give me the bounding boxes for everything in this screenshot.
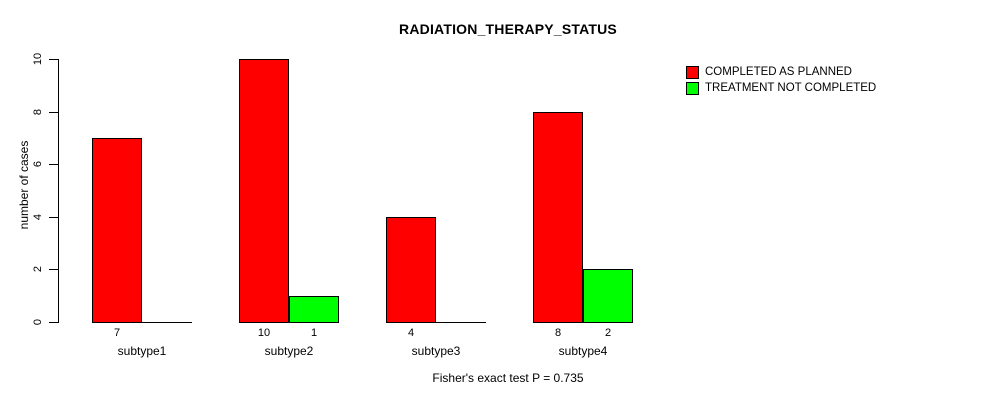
group-baseline	[386, 322, 486, 323]
bar-value-label: 2	[604, 327, 612, 339]
bar-treatment-not-completed	[289, 296, 339, 323]
legend-swatch-icon	[686, 65, 699, 79]
legend-item-label: COMPLETED AS PLANNED	[705, 66, 852, 78]
y-tick-mark	[49, 164, 58, 166]
bar-completed-as-planned	[533, 112, 583, 323]
x-category-label: subtype3	[411, 344, 461, 358]
bar-completed-as-planned	[239, 59, 289, 323]
bar-completed-as-planned	[386, 217, 436, 323]
y-axis-line	[58, 59, 59, 323]
bar-value-label: 1	[310, 327, 318, 339]
x-category-label: subtype2	[264, 344, 314, 358]
y-tick-mark	[49, 59, 58, 60]
y-tick-mark	[49, 269, 58, 271]
legend-item-label: TREATMENT NOT COMPLETED	[705, 82, 877, 94]
bar-value-label: 10	[257, 327, 271, 339]
chart-title: RADIATION_THERAPY_STATUS	[399, 21, 617, 37]
legend-item: COMPLETED AS PLANNED	[686, 64, 876, 80]
bar-completed-as-planned	[92, 138, 142, 323]
y-tick-label: 6	[32, 161, 44, 168]
legend: COMPLETED AS PLANNED TREATMENT NOT COMPLE…	[686, 64, 876, 96]
y-tick-label: 4	[32, 213, 44, 220]
bar-value-label: 7	[113, 327, 121, 339]
x-category-label: subtype4	[558, 344, 608, 358]
bar-treatment-not-completed	[583, 269, 633, 323]
caption-fishers-test: Fisher's exact test P = 0.735	[432, 371, 584, 385]
x-category-label: subtype1	[117, 344, 167, 358]
y-axis-label: number of cases	[17, 140, 31, 230]
bar-value-label: 4	[407, 327, 415, 339]
group-baseline	[92, 322, 192, 323]
bar-value-label: 8	[554, 327, 562, 339]
legend-item: TREATMENT NOT COMPLETED	[686, 80, 876, 96]
y-tick-label: 2	[32, 266, 44, 273]
y-tick-mark	[49, 111, 58, 113]
legend-swatch-icon	[686, 81, 699, 95]
y-tick-mark	[49, 322, 58, 323]
y-tick-label: 8	[32, 108, 44, 115]
y-tick-mark	[49, 216, 58, 218]
y-tick-label: 10	[32, 52, 44, 66]
y-tick-label: 0	[32, 318, 44, 326]
